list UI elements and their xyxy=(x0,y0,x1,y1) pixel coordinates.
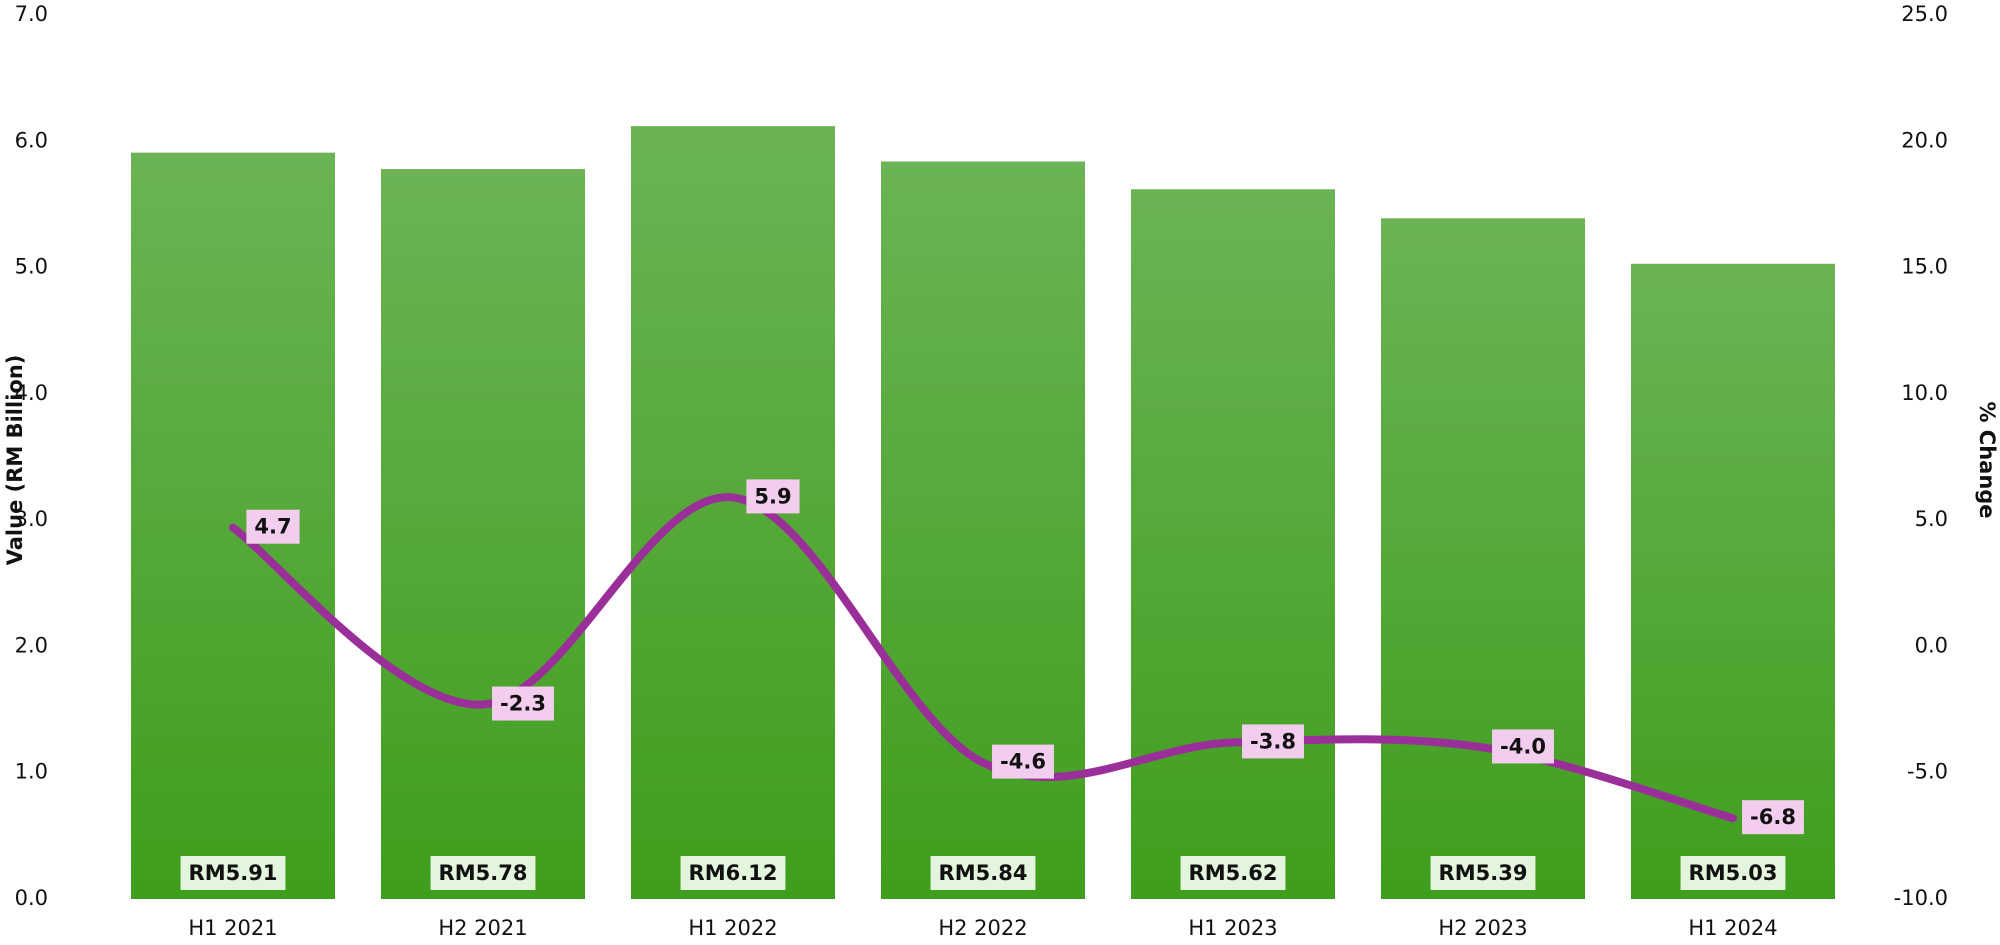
line-value-label-group: -4.0 xyxy=(1492,729,1554,764)
y-tick-label: 7.0 xyxy=(15,2,48,26)
bar xyxy=(1381,218,1585,899)
line-value-label: 4.7 xyxy=(254,515,291,539)
x-tick-label: H1 2022 xyxy=(688,916,777,940)
bar-value-label: RM5.39 xyxy=(1439,861,1528,885)
bar-value-label-group: RM5.62 xyxy=(1180,856,1286,890)
bar-value-label-box xyxy=(1680,856,1786,890)
bar xyxy=(1131,189,1335,899)
line-value-label: 5.9 xyxy=(754,484,791,508)
line-value-label-box xyxy=(492,686,554,721)
line-value-label-group: 4.7 xyxy=(246,509,300,544)
y-tick-label: 4.0 xyxy=(15,381,48,405)
y2-tick-label: -10.0 xyxy=(1894,886,1948,910)
y-tick-label: 0.0 xyxy=(15,886,48,910)
x-tick-label: H2 2022 xyxy=(938,916,1027,940)
bar xyxy=(381,169,585,899)
bar-value-label-box xyxy=(1180,856,1286,890)
line-value-label: -3.8 xyxy=(1250,729,1296,753)
bar-value-label-box xyxy=(1430,856,1536,890)
line-value-label-box xyxy=(992,744,1054,779)
y-tick-label: 1.0 xyxy=(15,760,48,784)
line-value-label-box xyxy=(1742,800,1804,835)
y2-tick-label: 20.0 xyxy=(1901,128,1948,152)
y-tick-label: 2.0 xyxy=(15,633,48,657)
y2-tick-label: 5.0 xyxy=(1915,507,1948,531)
bar-value-label-group: RM5.84 xyxy=(930,856,1036,890)
bar-value-label-group: RM6.12 xyxy=(680,856,786,890)
bar-value-label: RM5.84 xyxy=(939,861,1028,885)
y2-tick-label: 10.0 xyxy=(1901,381,1948,405)
y2-tick-label: 25.0 xyxy=(1901,2,1948,26)
bar-value-label-group: RM5.39 xyxy=(1430,856,1536,890)
y2-axis-title: % Change xyxy=(1975,401,1999,518)
line-value-label-box xyxy=(1242,724,1304,759)
y-tick-label: 6.0 xyxy=(15,128,48,152)
bar-value-label-group: RM5.78 xyxy=(430,856,536,890)
line-value-label-box xyxy=(246,509,300,544)
line-value-label-group: -4.6 xyxy=(992,744,1054,779)
x-tick-label: H1 2021 xyxy=(188,916,277,940)
bar-value-label-box xyxy=(180,856,286,890)
line-value-label-group: -6.8 xyxy=(1742,800,1804,835)
y2-tick-label: -5.0 xyxy=(1907,760,1948,784)
line-value-label-group: -3.8 xyxy=(1242,724,1304,759)
bar-value-label-group: RM5.03 xyxy=(1680,856,1786,890)
bar-value-label-box xyxy=(680,856,786,890)
x-tick-label: H1 2023 xyxy=(1188,916,1277,940)
line-value-label: -6.8 xyxy=(1750,805,1796,829)
line-value-label: -4.6 xyxy=(1000,750,1046,774)
line-value-label-group: -2.3 xyxy=(492,686,554,721)
bar-value-label: RM6.12 xyxy=(689,861,778,885)
bar-value-label-box xyxy=(930,856,1036,890)
y-tick-label: 3.0 xyxy=(15,507,48,531)
x-tick-label: H2 2021 xyxy=(438,916,527,940)
bar-value-label-box xyxy=(430,856,536,890)
x-tick-label: H1 2024 xyxy=(1688,916,1777,940)
y2-tick-label: 0.0 xyxy=(1915,633,1948,657)
bar-value-label: RM5.62 xyxy=(1189,861,1278,885)
bar-value-label: RM5.03 xyxy=(1689,861,1778,885)
line-value-label: -4.0 xyxy=(1500,734,1546,758)
y2-tick-label: 15.0 xyxy=(1901,255,1948,279)
line-value-label-group: 5.9 xyxy=(746,479,800,514)
line-value-label-box xyxy=(746,479,800,514)
y-axis-title: Value (RM Billion) xyxy=(3,355,27,566)
line-value-label-box xyxy=(1492,729,1554,764)
bar-value-label: RM5.91 xyxy=(189,861,278,885)
line xyxy=(229,493,1737,823)
y-tick-label: 5.0 xyxy=(15,255,48,279)
bar xyxy=(631,126,835,900)
x-tick-label: H2 2023 xyxy=(1438,916,1527,940)
line-value-label: -2.3 xyxy=(500,692,546,716)
bar-value-label-group: RM5.91 xyxy=(180,856,286,890)
bar xyxy=(1631,263,1835,900)
bar-value-label: RM5.78 xyxy=(439,861,528,885)
bar xyxy=(881,161,1085,899)
